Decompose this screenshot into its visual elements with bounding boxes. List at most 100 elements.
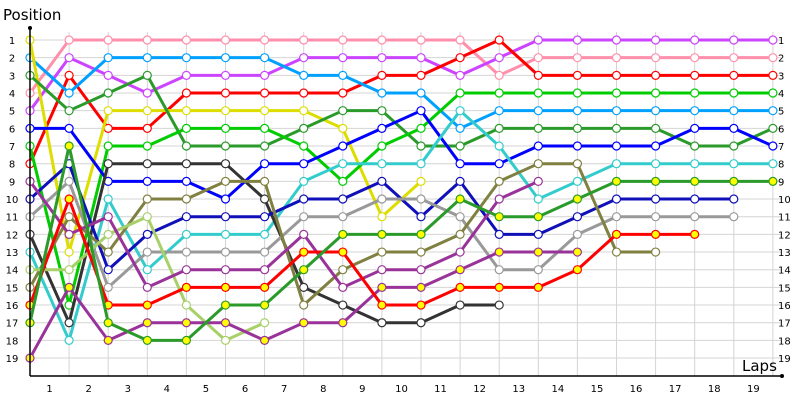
data-point — [377, 88, 387, 98]
data-point — [455, 53, 465, 63]
data-point — [533, 123, 543, 133]
data-point — [181, 35, 191, 45]
data-point — [103, 141, 113, 151]
data-point — [220, 335, 231, 345]
data-point — [416, 247, 426, 257]
data-point — [260, 159, 270, 169]
data-point — [260, 141, 270, 151]
data-point — [338, 70, 348, 80]
data-point — [416, 265, 426, 275]
data-point — [299, 247, 309, 257]
data-point — [611, 247, 622, 257]
data-point — [220, 229, 231, 239]
data-point — [64, 141, 74, 151]
data-point — [729, 176, 739, 186]
data-point — [533, 141, 543, 151]
data-point — [220, 318, 231, 328]
data-point — [142, 318, 152, 328]
data-point — [416, 176, 426, 186]
x-tick-label: 1 — [46, 384, 52, 395]
data-point — [455, 300, 465, 310]
x-tick-label: 10 — [395, 384, 408, 395]
data-point — [103, 194, 113, 204]
data-point — [181, 141, 191, 151]
y-tick-label: 7 — [9, 142, 15, 153]
y-tick-label-right: 15 — [778, 283, 791, 294]
data-point — [611, 159, 622, 169]
y-tick-label: 12 — [6, 230, 19, 241]
data-point — [142, 53, 152, 63]
data-point — [494, 247, 504, 257]
data-point — [181, 265, 191, 275]
data-point — [103, 335, 113, 345]
data-point — [690, 53, 700, 63]
data-point — [260, 247, 270, 257]
data-point — [533, 70, 543, 80]
data-point — [494, 300, 504, 310]
data-point — [416, 88, 426, 98]
data-point — [142, 141, 152, 151]
data-point — [729, 194, 739, 204]
data-point — [220, 159, 231, 169]
data-point — [338, 176, 348, 186]
data-point — [455, 123, 465, 133]
data-point — [768, 159, 778, 169]
data-point — [260, 53, 270, 63]
data-point — [103, 53, 113, 63]
data-point — [142, 335, 152, 345]
data-point — [768, 88, 778, 98]
data-point — [729, 53, 739, 63]
data-point — [377, 141, 387, 151]
data-point — [650, 159, 661, 169]
data-point — [181, 53, 191, 63]
data-point — [455, 70, 465, 80]
data-point — [455, 141, 465, 151]
x-tick-label: 9 — [359, 384, 365, 395]
data-point — [142, 70, 152, 80]
x-tick-label: 16 — [630, 384, 643, 395]
data-point — [690, 123, 700, 133]
data-point — [338, 35, 348, 45]
data-point — [142, 88, 152, 98]
data-point — [494, 282, 504, 292]
data-point — [181, 88, 191, 98]
data-point — [181, 282, 191, 292]
x-tick-label: 6 — [242, 384, 248, 395]
x-tick-label: 4 — [164, 384, 170, 395]
data-point — [64, 123, 74, 133]
data-point — [260, 194, 270, 204]
data-point — [455, 247, 465, 257]
data-point — [181, 106, 191, 116]
data-point — [142, 229, 152, 239]
data-point — [572, 265, 583, 275]
y-tick-label: 10 — [6, 195, 19, 206]
x-tick-label: 3 — [125, 384, 131, 395]
data-point — [416, 300, 426, 310]
series-14 — [25, 176, 543, 292]
data-point — [142, 265, 152, 275]
data-point — [338, 141, 348, 151]
data-point — [181, 194, 191, 204]
data-point — [338, 282, 348, 292]
data-point — [220, 282, 231, 292]
data-point — [220, 300, 231, 310]
data-point — [142, 159, 152, 169]
data-point — [416, 35, 426, 45]
data-point — [103, 88, 113, 98]
data-point — [64, 265, 74, 275]
x-axis-label: Laps — [742, 357, 777, 375]
data-point — [220, 106, 231, 116]
data-point — [455, 106, 465, 116]
data-point — [220, 123, 231, 133]
data-point — [729, 212, 739, 222]
data-point — [611, 53, 622, 63]
data-point — [377, 176, 387, 186]
series-line — [28, 179, 539, 289]
data-point — [260, 318, 270, 328]
y-tick-label: 2 — [9, 54, 15, 65]
data-point — [260, 35, 270, 45]
data-point — [103, 159, 113, 169]
y-tick-label: 13 — [6, 248, 19, 259]
data-point — [690, 70, 700, 80]
data-point — [181, 335, 191, 345]
